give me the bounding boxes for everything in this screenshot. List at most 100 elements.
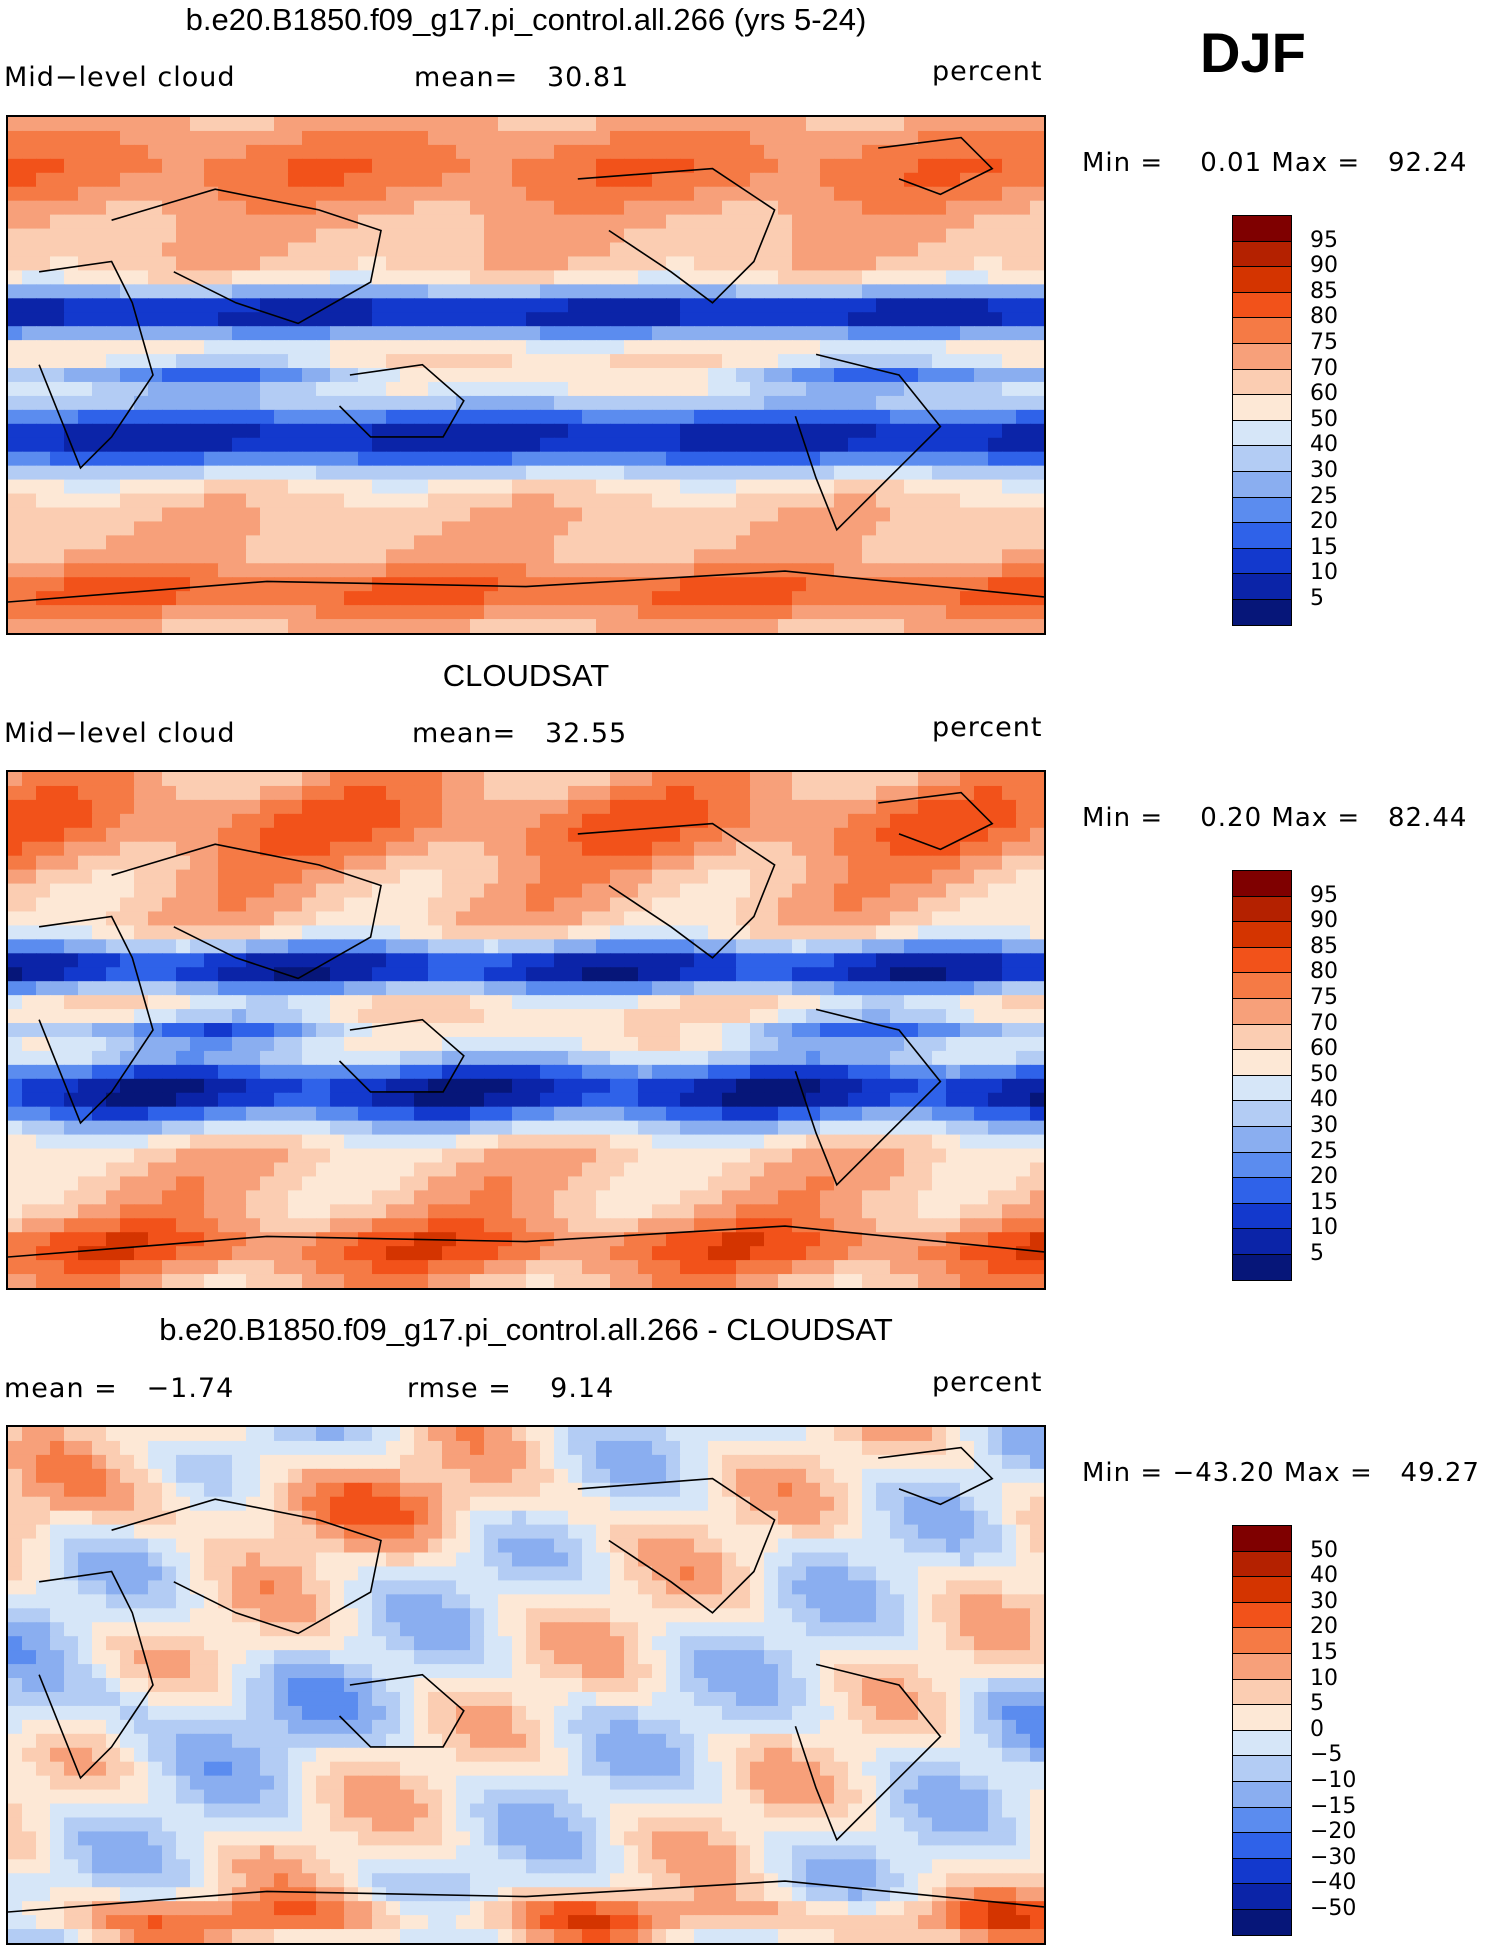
coastline xyxy=(794,353,942,532)
colorbar-tick-label: −10 xyxy=(1310,1768,1357,1793)
panel-title: b.e20.B1850.f09_g17.pi_control.all.266 -… xyxy=(159,1312,893,1347)
colorbar-tick-label: 75 xyxy=(1310,330,1338,355)
colorbar-tick-label: 0 xyxy=(1310,1716,1324,1742)
coastline xyxy=(878,1446,994,1506)
colorbar-swatch xyxy=(1232,291,1292,319)
colorbar-tick-label: −30 xyxy=(1310,1844,1357,1870)
colorbar-swatch xyxy=(1232,946,1292,974)
rmse-label: rmse = 9.14 xyxy=(407,1373,615,1404)
colorbar-swatch xyxy=(1232,895,1292,923)
colorbar-swatch xyxy=(1232,1254,1292,1281)
colorbar-swatch xyxy=(1232,1100,1292,1127)
coastline xyxy=(577,167,776,304)
colorbar-tick-label: 40 xyxy=(1310,1563,1338,1589)
colorbar-swatch xyxy=(1232,573,1292,600)
colorbar-tick-label: 25 xyxy=(1310,483,1338,509)
mean-label: mean = −1.74 xyxy=(4,1373,235,1404)
colorbar-swatch xyxy=(1232,1126,1292,1153)
colorbar-swatch xyxy=(1232,1023,1292,1051)
coastline xyxy=(794,1663,942,1842)
colorbar-swatch xyxy=(1232,1781,1292,1808)
colorbar-tick-label: 50 xyxy=(1310,1537,1338,1563)
colorbar-tick-label: 5 xyxy=(1310,1241,1324,1266)
colorbar-tick-label: 10 xyxy=(1310,560,1338,586)
colorbar-swatch xyxy=(1232,1576,1292,1603)
colorbar-swatch xyxy=(1232,870,1292,897)
coastline xyxy=(38,260,154,470)
colorbar-swatch xyxy=(1232,1857,1292,1885)
colorbar-tick-label: 50 xyxy=(1310,1061,1338,1087)
colorbar-tick-label: 30 xyxy=(1310,458,1338,483)
colorbar-tick-label: 40 xyxy=(1310,432,1338,458)
map-field xyxy=(8,117,1044,633)
coastline xyxy=(8,1880,1044,1913)
colorbar-tick-label: 60 xyxy=(1310,381,1338,407)
colorbar-swatch xyxy=(1232,1202,1292,1230)
units-label: percent xyxy=(932,712,1043,743)
colorbar-swatch xyxy=(1232,1627,1292,1654)
colorbar-swatch xyxy=(1232,1550,1292,1578)
colorbar-swatch xyxy=(1232,1653,1292,1680)
colorbar-swatch xyxy=(1232,972,1292,999)
map-field xyxy=(8,772,1044,1288)
coastline xyxy=(38,915,154,1125)
colorbar-tick-label: 90 xyxy=(1310,908,1338,934)
min-max-readout: Min = 0.01 Max = 92.24 xyxy=(1082,148,1468,178)
variable-label: Mid−level cloud xyxy=(4,718,236,749)
colorbar-tick-label: 80 xyxy=(1310,959,1338,985)
variable-label: Mid−level cloud xyxy=(4,62,236,93)
colorbar-tick-label: 70 xyxy=(1310,1010,1338,1036)
colorbar-swatch xyxy=(1232,419,1292,447)
coastline xyxy=(338,1018,465,1093)
colorbar-tick-label: 90 xyxy=(1310,253,1338,279)
colorbar-tick-label: 60 xyxy=(1310,1036,1338,1062)
coastline xyxy=(111,843,382,980)
colorbar-tick-label: −15 xyxy=(1310,1793,1357,1819)
colorbar-swatch xyxy=(1232,1806,1292,1834)
colorbar-tick-label: −50 xyxy=(1310,1896,1357,1921)
colorbar-swatch xyxy=(1232,1151,1292,1179)
colorbar-tick-label: 85 xyxy=(1310,278,1338,304)
colorbar-tick-label: −5 xyxy=(1310,1742,1343,1768)
colorbar-tick-label: 15 xyxy=(1310,1189,1338,1215)
colorbar-swatch xyxy=(1232,1883,1292,1910)
colorbar-swatch xyxy=(1232,266,1292,293)
panel-title: CLOUDSAT xyxy=(442,658,610,693)
colorbar-swatch xyxy=(1232,547,1292,575)
colorbar-swatch xyxy=(1232,215,1292,242)
colorbar-swatch xyxy=(1232,1177,1292,1204)
coastline xyxy=(338,1673,465,1748)
coastline xyxy=(8,570,1044,603)
colorbar-swatch xyxy=(1232,1729,1292,1757)
min-max-readout: Min = −43.20 Max = 49.27 xyxy=(1082,1458,1480,1488)
map-model xyxy=(6,115,1046,635)
colorbar-swatch xyxy=(1232,343,1292,370)
coastline xyxy=(878,791,994,851)
colorbar-tick-label: 85 xyxy=(1310,933,1338,959)
map-field xyxy=(8,1427,1044,1943)
colorbar-tick-label: 20 xyxy=(1310,509,1338,535)
min-max-readout: Min = 0.20 Max = 82.44 xyxy=(1082,803,1468,833)
colorbar-tick-label: 70 xyxy=(1310,355,1338,381)
colorbar-swatch xyxy=(1232,368,1292,396)
colorbar-tick-label: 95 xyxy=(1310,882,1338,908)
colorbar-swatch xyxy=(1232,1074,1292,1102)
colorbar-tick-label: 20 xyxy=(1310,1164,1338,1190)
colorbar-tick-label: 15 xyxy=(1310,534,1338,560)
map-diff xyxy=(6,1425,1046,1945)
colorbar-swatch xyxy=(1232,522,1292,549)
coastline xyxy=(38,1570,154,1780)
colorbar-swatch xyxy=(1232,1678,1292,1706)
mean-label: mean= 32.55 xyxy=(412,718,628,749)
colorbar-swatch xyxy=(1232,998,1292,1025)
colorbar-tick-label: 5 xyxy=(1310,1691,1324,1717)
colorbar-tick-label: 25 xyxy=(1310,1138,1338,1164)
colorbar-swatch xyxy=(1232,445,1292,472)
colorbar-tick-label: 10 xyxy=(1310,1215,1338,1241)
map-obs xyxy=(6,770,1046,1290)
colorbar-tick-label: −40 xyxy=(1310,1870,1357,1896)
coastline xyxy=(794,1008,942,1187)
colorbar-swatch xyxy=(1232,1909,1292,1936)
colorbar-swatch xyxy=(1232,1832,1292,1859)
colorbar-tick-label: 50 xyxy=(1310,406,1338,432)
